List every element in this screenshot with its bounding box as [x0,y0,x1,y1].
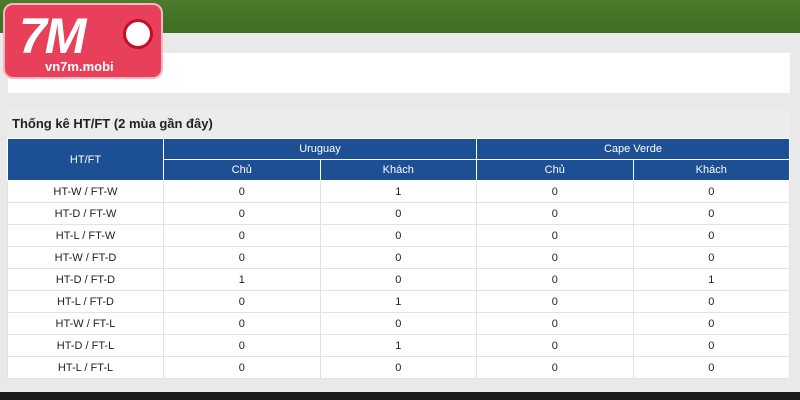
cell: 0 [476,202,634,225]
stats-table: HT/FT Uruguay Cape Verde Chủ Khách Chủ Khác… [7,138,790,379]
row-label: HT-W / FT-W [7,180,164,203]
row-label: HT-D / FT-D [7,268,164,291]
cell: 1 [319,290,477,313]
cell: 0 [476,290,634,313]
table-row: HT-D / FT-W 0 0 0 0 [7,202,790,225]
cell: 0 [163,334,321,357]
corner-header: HT/FT [7,138,164,181]
cell: 0 [476,312,634,335]
cell: 0 [319,312,477,335]
table-row: HT-D / FT-D 1 0 0 1 [7,268,790,291]
cell: 0 [163,356,321,379]
cell: 0 [163,290,321,313]
cell: 0 [632,180,790,203]
footer-bar [0,392,800,400]
cell: 0 [319,356,477,379]
logo-mark: 7M [19,8,86,64]
row-label: HT-W / FT-D [7,246,164,269]
cell: 0 [319,224,477,247]
cell: 0 [319,246,477,269]
cell: 0 [163,312,321,335]
cell: 0 [632,202,790,225]
table-row: HT-W / FT-W 0 1 0 0 [7,180,790,203]
cell: 0 [632,224,790,247]
cell: 0 [476,334,634,357]
row-label: HT-W / FT-L [7,312,164,335]
cell: 0 [476,268,634,291]
cell: 0 [163,180,321,203]
panel-title: Thống kê HT/FT (2 mùa gần đây) [7,110,790,138]
stats-panel: Thống kê HT/FT (2 mùa gần đây) HT/FT Uru… [7,110,790,379]
cell: 0 [476,180,634,203]
cell: 0 [319,268,477,291]
table-row: HT-D / FT-L 0 1 0 0 [7,334,790,357]
row-label: HT-D / FT-L [7,334,164,357]
row-label: HT-L / FT-L [7,356,164,379]
sub-header: Chủ [476,159,634,181]
cell: 0 [632,246,790,269]
team-header: Cape Verde [476,138,790,160]
row-label: HT-D / FT-W [7,202,164,225]
cell: 0 [632,356,790,379]
sub-header: Khách [632,159,790,181]
cell: 0 [632,290,790,313]
team-header: Uruguay [163,138,477,160]
cell: 0 [476,224,634,247]
row-label: HT-L / FT-W [7,224,164,247]
logo-ball [123,19,153,49]
cell: 0 [476,246,634,269]
table-row: HT-W / FT-L 0 0 0 0 [7,312,790,335]
cell: 1 [319,180,477,203]
cell: 0 [319,202,477,225]
table-row: HT-L / FT-W 0 0 0 0 [7,224,790,247]
cell: 1 [319,334,477,357]
table-row: HT-L / FT-D 0 1 0 0 [7,290,790,313]
cell: 0 [632,334,790,357]
cell: 0 [632,312,790,335]
cell: 0 [163,246,321,269]
row-label: HT-L / FT-D [7,290,164,313]
cell: 1 [163,268,321,291]
logo[interactable]: 7M vn7m.mobi [3,3,163,79]
cell: 0 [163,202,321,225]
sub-header: Khách [319,159,477,181]
logo-site: vn7m.mobi [45,59,114,74]
table-row: HT-W / FT-D 0 0 0 0 [7,246,790,269]
cell: 0 [476,356,634,379]
sub-header: Chủ [163,159,321,181]
cell: 1 [632,268,790,291]
cell: 0 [163,224,321,247]
table-row: HT-L / FT-L 0 0 0 0 [7,356,790,379]
